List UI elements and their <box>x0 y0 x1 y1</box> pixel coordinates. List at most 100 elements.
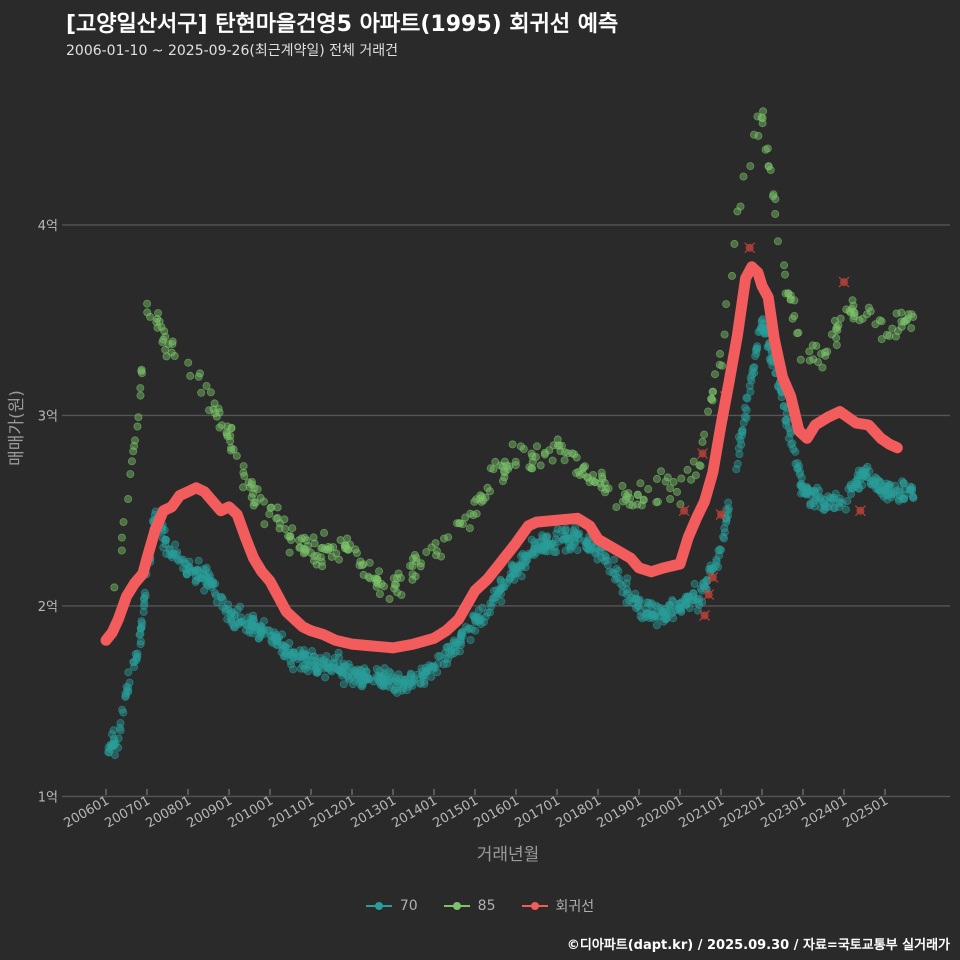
chart-title: [고양일산서구] 탄현마을건영5 아파트(1995) 회귀선 예측 <box>66 12 619 37</box>
point-70 <box>339 680 348 689</box>
point-70 <box>610 555 619 564</box>
point-85 <box>209 405 218 414</box>
point-70 <box>791 447 800 456</box>
point-70 <box>806 501 815 510</box>
point-70 <box>746 373 755 382</box>
point-85 <box>821 348 830 357</box>
legend-item-85: 85 <box>443 896 496 916</box>
point-85 <box>300 548 309 557</box>
point-70 <box>652 601 661 610</box>
point-85 <box>866 307 875 316</box>
point-85 <box>260 520 269 529</box>
point-70 <box>661 615 670 624</box>
point-70 <box>835 497 844 506</box>
point-70 <box>161 539 170 548</box>
point-85 <box>217 421 226 430</box>
point-70 <box>665 600 674 609</box>
point-85 <box>794 328 803 337</box>
point-70 <box>824 502 833 511</box>
point-70 <box>622 590 631 599</box>
flagged-point <box>707 571 719 583</box>
point-70 <box>485 608 494 617</box>
point-85 <box>527 464 536 473</box>
point-70 <box>322 652 331 661</box>
x-tick-label: 201301 <box>349 793 399 831</box>
point-70 <box>518 550 527 559</box>
point-85 <box>439 534 448 543</box>
point-70 <box>785 434 794 443</box>
point-70 <box>321 673 330 682</box>
point-85 <box>170 351 179 360</box>
x-tick-label: 200901 <box>185 793 235 831</box>
point-85 <box>341 541 350 550</box>
point-85 <box>332 549 341 558</box>
point-70 <box>496 577 505 586</box>
point-70 <box>304 651 313 660</box>
x-tick-label: 202401 <box>800 793 850 831</box>
point-85 <box>481 493 490 502</box>
point-85 <box>285 548 294 557</box>
point-85 <box>639 496 648 505</box>
point-70 <box>210 588 219 597</box>
point-70 <box>690 579 699 588</box>
point-85 <box>781 289 790 298</box>
point-85 <box>227 443 236 452</box>
point-70 <box>192 572 201 581</box>
point-70 <box>615 574 624 583</box>
point-85 <box>511 461 520 470</box>
point-85 <box>885 331 894 340</box>
point-85 <box>239 483 248 492</box>
x-tick-label: 201901 <box>595 793 645 831</box>
point-85 <box>226 446 235 455</box>
flagged-point <box>699 610 711 621</box>
point-85 <box>788 314 797 323</box>
point-70 <box>524 549 533 558</box>
point-70 <box>552 529 561 538</box>
flagged-point <box>854 505 866 517</box>
point-70 <box>719 532 728 541</box>
point-70 <box>542 541 551 550</box>
point-70 <box>447 647 456 656</box>
point-85 <box>626 494 635 503</box>
point-70 <box>829 493 838 502</box>
point-85 <box>390 584 399 593</box>
point-85 <box>157 323 166 332</box>
point-85 <box>598 474 607 483</box>
point-85 <box>636 479 645 488</box>
point-85 <box>396 573 405 582</box>
point-85 <box>483 483 492 492</box>
point-85 <box>892 309 901 318</box>
point-70 <box>695 600 704 609</box>
point-85 <box>499 467 508 476</box>
point-85 <box>162 352 171 361</box>
point-70 <box>300 664 309 673</box>
point-85 <box>358 561 367 570</box>
point-85 <box>365 558 374 567</box>
point-70 <box>236 613 245 622</box>
point-70 <box>747 376 756 385</box>
point-85 <box>272 514 281 523</box>
point-85 <box>110 583 119 592</box>
point-70 <box>746 387 755 396</box>
point-70 <box>521 563 530 572</box>
x-tick-label: 201601 <box>472 793 522 831</box>
point-70 <box>402 686 411 695</box>
point-70 <box>652 621 661 630</box>
legend-key-70 <box>365 901 392 911</box>
series-85-points <box>110 107 918 604</box>
point-70 <box>330 654 339 663</box>
point-85 <box>618 481 627 490</box>
point-70 <box>506 569 515 578</box>
point-70 <box>815 486 824 495</box>
point-70 <box>497 597 506 606</box>
point-85 <box>708 387 717 396</box>
point-85 <box>764 162 773 171</box>
point-85 <box>275 524 284 533</box>
flagged-point <box>678 505 690 517</box>
point-85 <box>739 172 748 181</box>
point-85 <box>669 477 678 486</box>
point-70 <box>334 648 343 657</box>
point-85 <box>153 323 162 332</box>
point-85 <box>633 491 642 500</box>
point-70 <box>742 406 751 415</box>
